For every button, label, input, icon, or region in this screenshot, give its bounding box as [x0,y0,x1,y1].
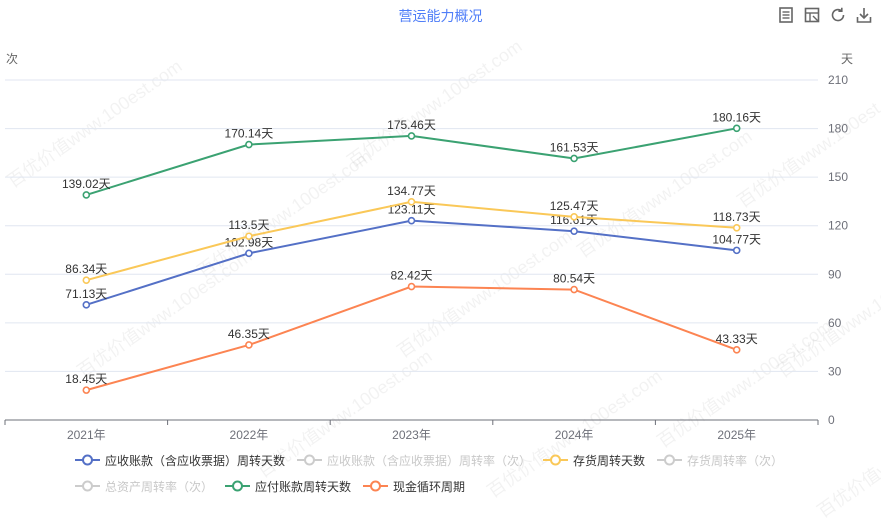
y-tick-label: 0 [828,413,835,427]
data-label: 86.34天 [65,262,107,276]
y-tick-label: 120 [828,219,848,233]
legend-item[interactable]: 总资产周转率（次） [75,478,213,495]
line-chart: 0 30 60 90 120 150 180 210 2021年 2022年 2023年 2024年 2… [4,73,848,442]
download-icon[interactable] [855,6,873,24]
data-label: 161.53天 [550,140,599,154]
data-point [570,227,578,236]
x-tick-label: 2022年 [230,428,269,442]
data-label: 104.77天 [712,232,761,246]
legend-line-icon [363,480,389,492]
y-tick-label: 90 [828,267,842,281]
legend-label: 现金循环周期 [393,479,466,494]
legend-row: 应收账款（含应收票据）周转天数 应收账款（含应收票据）周转率（次） 存货周转天数 存货… [75,447,835,473]
data-point [732,124,741,133]
legend-item[interactable]: 应收账款（含应收票据）周转天数 [75,452,285,469]
data-label: 113.5天 [228,218,269,232]
data-point [570,285,578,294]
legend-line-icon [297,454,323,466]
refresh-icon[interactable] [829,6,847,24]
data-point [82,301,91,309]
data-point [407,132,416,140]
y-tick-label: 210 [828,73,848,87]
right-axis-name: 天 [841,52,854,66]
data-point [82,386,91,394]
data-point [732,346,741,354]
legend-label: 总资产周转率（次） [105,479,214,494]
legend-item[interactable]: 应付账款周转天数 [225,478,351,495]
data-label: 71.13天 [65,287,107,301]
legend-item[interactable]: 存货周转天数 [543,452,645,469]
data-label: 139.02天 [62,177,111,191]
data-point [407,282,416,291]
legend-label: 存货周转率（次） [687,453,784,468]
data-point [82,276,91,285]
y-tick-label: 30 [828,364,842,378]
table-icon[interactable] [803,6,821,24]
y-tick-label: 60 [828,316,842,330]
y-tick-label: 150 [828,170,848,184]
series-line [86,285,738,392]
data-label: 170.14天 [225,127,274,141]
legend-label: 应付账款周转天数 [255,479,352,494]
y-tick-label: 180 [828,122,848,136]
data-point [245,341,253,349]
x-tick-label: 2024年 [555,428,594,442]
data-label: 82.42天 [390,269,432,283]
data-label: 18.45天 [65,372,107,386]
data-label: 43.33天 [716,332,758,346]
legend-line-icon [75,454,100,466]
data-label: 125.47天 [550,199,599,213]
x-tick-label: 2021年 [67,428,106,442]
legend-label: 应收账款（含应收票据）周转天数 [105,453,286,468]
legend-item[interactable]: 存货周转率（次） [657,452,783,469]
data-point [570,154,578,163]
legend-label: 存货周转天数 [573,453,646,468]
data-point [732,246,741,255]
legend-row: 总资产周转率（次） 应付账款周转天数 现金循环周期 [75,473,835,499]
legend-line-icon [75,480,100,492]
data-label: 80.54天 [553,272,595,286]
legend-line-icon [657,454,683,466]
data-label: 123.11天 [388,203,436,217]
legend-label: 应收账款（含应收票据）周转率（次） [327,453,532,468]
data-point [407,216,416,225]
left-axis-name: 次 [6,52,19,66]
data-point [570,213,578,221]
data-point [245,232,253,241]
data-label: 175.46天 [387,118,436,132]
data-view-icon[interactable] [777,6,795,24]
legend-item[interactable]: 现金循环周期 [363,478,465,495]
data-label: 134.77天 [387,184,436,198]
data-point [732,223,741,232]
chart-legend: 应收账款（含应收票据）周转天数 应收账款（含应收票据）周转率（次） 存货周转天数 存货… [75,447,835,499]
chart-title: 营运能力概况 [398,8,483,24]
x-tick-label: 2025年 [717,428,756,442]
data-label: 118.73天 [713,210,761,224]
data-point [245,140,253,149]
chart-toolbar [777,6,873,24]
data-point [407,198,416,206]
data-point [82,191,91,199]
data-label: 46.35天 [228,327,270,341]
legend-line-icon [225,480,251,492]
series-line [85,219,737,306]
data-point [245,249,253,258]
x-tick-label: 2023年 [392,428,431,442]
legend-line-icon [543,454,569,466]
data-label: 180.16天 [712,110,761,124]
legend-item[interactable]: 应收账款（含应收票据）周转率（次） [297,452,531,469]
